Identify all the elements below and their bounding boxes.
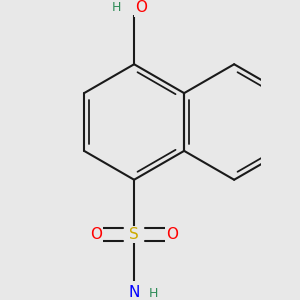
Text: H: H xyxy=(112,2,121,14)
Text: S: S xyxy=(129,227,139,242)
Text: N: N xyxy=(128,285,140,300)
Text: O: O xyxy=(167,227,178,242)
Text: H: H xyxy=(149,287,158,300)
Text: O: O xyxy=(90,227,102,242)
Text: O: O xyxy=(135,0,147,15)
